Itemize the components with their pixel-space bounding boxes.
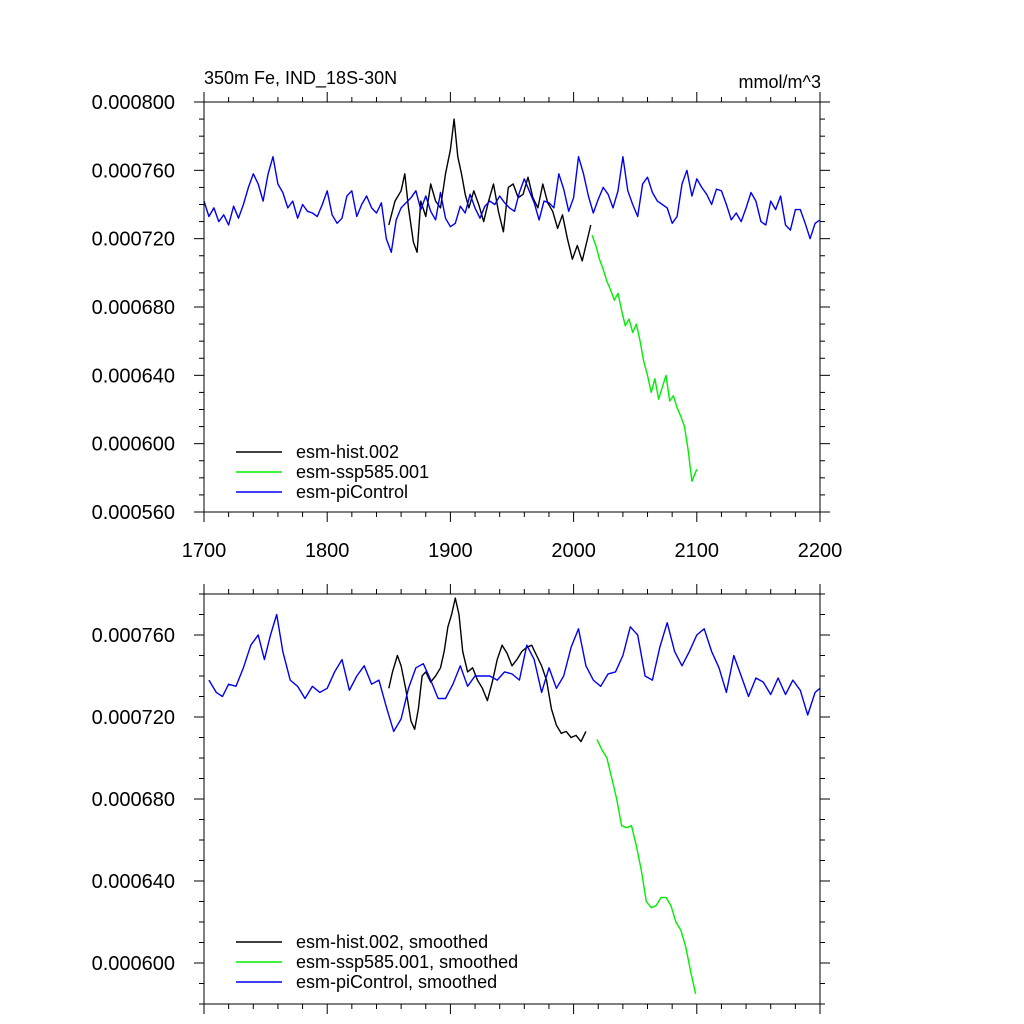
x-tick-label: 2200 (798, 540, 843, 562)
y-tick-label: 0.000720 (92, 707, 175, 729)
x-tick-label: 1700 (182, 540, 227, 562)
legend-label: esm-ssp585.001, smoothed (296, 952, 518, 972)
series-line-0-2 (203, 155, 821, 254)
bottom-plot-frame (203, 593, 821, 1005)
top-panel: 350m Fe, IND_18S-30N mmol/m^3 1700 1800 19… (92, 68, 843, 562)
y-tick-label: 0.000800 (92, 92, 175, 114)
series-line-1-0 (388, 597, 587, 743)
bottom-series-lines (208, 597, 821, 994)
y-tick-label: 0.000600 (92, 434, 175, 456)
legend-label: esm-hist.002, smoothed (296, 932, 488, 952)
x-tick-label: 2000 (551, 540, 596, 562)
y-tick-label: 0.000640 (92, 871, 175, 893)
y-tick-label: 0.000680 (92, 297, 175, 319)
y-tick-label: 0.000640 (92, 365, 175, 387)
legend-label: esm-piControl, smoothed (296, 972, 497, 992)
top-series-lines (203, 118, 821, 482)
series-line-0-1 (591, 235, 698, 482)
bottom-panel: 0.000600 0.000640 0.000680 0.000720 0.000760… (92, 584, 830, 1014)
legend-label: esm-piControl (296, 482, 408, 502)
chart-title: 350m Fe, IND_18S-30N (204, 68, 397, 89)
top-plot-frame (203, 101, 821, 513)
top-axis-ticks: 1700 1800 1900 2000 2100 2200 0.000560 0.000600… (92, 92, 843, 562)
x-tick-label: 1800 (305, 540, 350, 562)
x-tick-label: 2100 (675, 540, 720, 562)
series-line-1-2 (208, 613, 821, 733)
legend-label: esm-ssp585.001 (296, 462, 429, 482)
y-tick-label: 0.000760 (92, 160, 175, 182)
y-tick-label: 0.000600 (92, 953, 175, 975)
y-tick-label: 0.000560 (92, 502, 175, 524)
bottom-axis-ticks: 0.000600 0.000640 0.000680 0.000720 0.000760 (92, 584, 830, 1014)
y-tick-label: 0.000680 (92, 789, 175, 811)
y-tick-label: 0.000720 (92, 229, 175, 251)
x-tick-label: 1900 (428, 540, 473, 562)
y-tick-label: 0.000760 (92, 625, 175, 647)
legend-label: esm-hist.002 (296, 442, 399, 462)
series-line-0-0 (388, 118, 592, 262)
units-label: mmol/m^3 (739, 72, 821, 92)
series-line-1-1 (596, 739, 697, 994)
